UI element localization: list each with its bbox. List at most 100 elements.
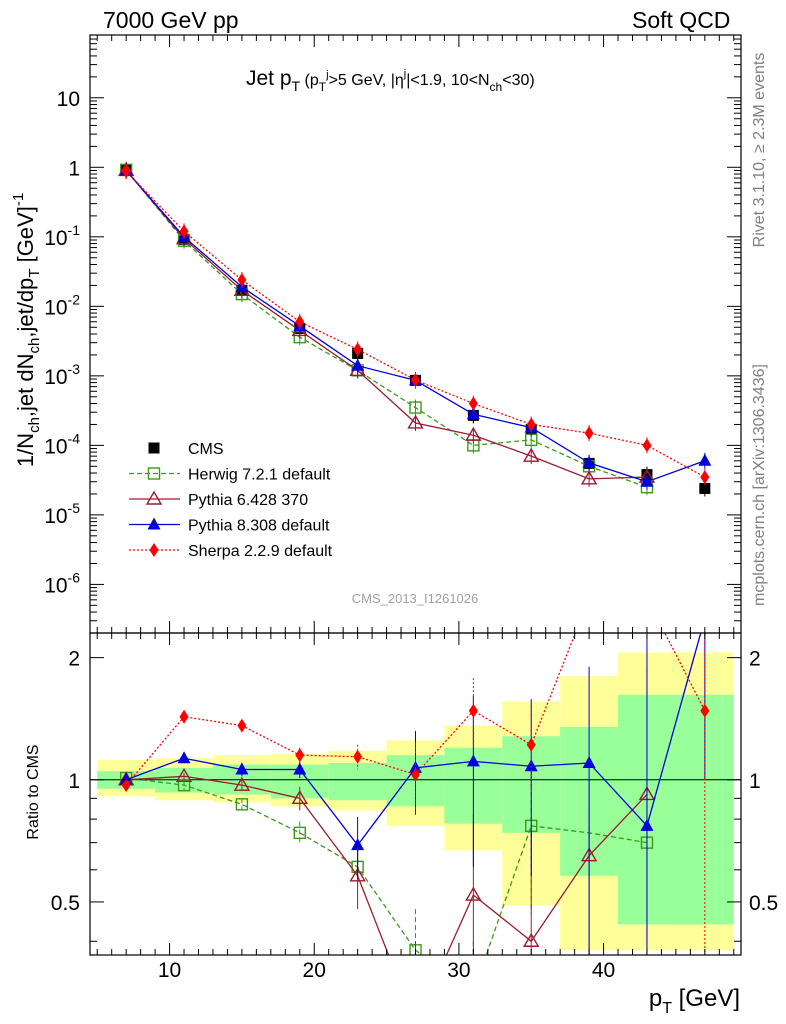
ratio-y-tick-label-right: 2 [749, 648, 761, 671]
xlabel-part: [GeV] [672, 985, 740, 1012]
point-pythia-6-428-370 [580, 470, 598, 485]
legend-label: CMS [188, 441, 224, 458]
y-tick-label: 10-6 [44, 569, 80, 597]
y-tick-label: 10-1 [44, 222, 80, 250]
title-main: Jet p [246, 67, 292, 90]
point-sherpa-2-2-9-default [411, 373, 420, 388]
ratio-point-pythia-8-308-default [409, 760, 422, 773]
ratio-point-pythia-6-428-370 [233, 776, 251, 791]
ratio-point-pythia-6-428-370 [349, 867, 366, 882]
x-tick-label: 40 [592, 959, 615, 982]
ratio-y-tick-label: 0.5 [51, 892, 80, 915]
point-sherpa-2-2-9-default [526, 417, 536, 432]
point-pythia-8-308-default [582, 455, 596, 468]
ratio-point-pythia-8-308-default [582, 755, 596, 768]
plot-text: CMS Herwig 7.2.1 default Pythia 6.428 370 P… [10, 53, 778, 1017]
plot-frames [89, 34, 742, 956]
point-cms [699, 482, 711, 494]
point-sherpa-2-2-9-default [700, 470, 710, 485]
ratio-point-sherpa-2-2-9-default [179, 709, 189, 724]
ratio-point-herwig-7-2-1-default [293, 826, 306, 840]
title-cuts-sub: T [319, 80, 327, 94]
legend-marker [147, 467, 161, 480]
title-cuts-sup: j [325, 69, 328, 81]
ylabel-part: 1/N [13, 433, 38, 467]
ratio-point-sherpa-2-2-9-default [353, 749, 363, 764]
ratio-point-pythia-8-308-default [293, 762, 307, 775]
uncertainty-band-green [618, 694, 734, 925]
y-tick-label: 10-4 [44, 430, 80, 458]
ratio-point-pythia-8-308-default [351, 838, 365, 851]
legend-marker [149, 543, 159, 557]
y-axis-label: 1/Nch,jet dNch,jet/dpT [GeV]-1 [10, 193, 43, 467]
ratio-panel [90, 633, 741, 955]
ratio-y-tick-label: 2 [68, 648, 80, 671]
y-tick-label: 10-2 [44, 291, 80, 319]
legend-marker [145, 490, 163, 505]
rivet-label: Rivet 3.1.10, ≥ 2.3M events [751, 53, 768, 248]
ratio-point-pythia-8-308-default [524, 759, 538, 772]
header-right: Soft QCD [632, 7, 731, 33]
ratio-point-pythia-8-308-default [235, 762, 249, 775]
ratio-point-pythia-6-428-370 [523, 932, 540, 947]
x-tick-label: 20 [303, 959, 326, 982]
series-line-pythia-8-308-default [125, 170, 706, 483]
x-tick-label: 10 [158, 959, 181, 982]
xlabel-sub: T [662, 1000, 672, 1017]
ylabel-sub: ch [26, 338, 43, 354]
point-sherpa-2-2-9-default [295, 314, 305, 329]
point-pythia-6-428-370 [407, 414, 424, 429]
x-tick-label: 30 [447, 959, 470, 982]
point-herwig-7-2-1-default [409, 401, 422, 414]
point-sherpa-2-2-9-default [237, 272, 247, 287]
title-sub: T [292, 78, 301, 94]
title-cuts: (p [300, 72, 319, 89]
series-line-pythia-6-428-370 [125, 170, 647, 480]
series-line-sherpa-2-2-9-default [125, 170, 706, 478]
ratio-point-sherpa-2-2-9-default [237, 718, 247, 733]
ratio-point-sherpa-2-2-9-default [468, 703, 478, 718]
legend-marker [147, 517, 161, 530]
series-line-herwig-7-2-1-default [125, 169, 648, 488]
legend-label: Herwig 7.2.1 default [188, 467, 331, 484]
ylabel-sub: ch [26, 417, 43, 433]
main-panel [117, 161, 712, 497]
ylabel-part: [GeV] [13, 206, 38, 268]
point-pythia-6-428-370 [523, 447, 540, 462]
title-cuts-sub: ch [490, 80, 503, 94]
title-cuts-rest: <30) [502, 72, 534, 89]
ratio-line-sherpa-2-2-9-default [125, 633, 706, 786]
point-pythia-8-308-default [351, 358, 365, 371]
ratio-y-tick-label: 1 [68, 770, 80, 793]
ylabel-part: ,jet dN [13, 353, 38, 417]
ratio-point-sherpa-2-2-9-default [121, 778, 131, 793]
legend-marker [148, 442, 160, 454]
ratio-point-pythia-6-428-370 [175, 767, 193, 782]
point-sherpa-2-2-9-default [468, 396, 478, 411]
point-pythia-8-308-default [640, 474, 654, 487]
header-left: 7000 GeV pp [103, 7, 239, 33]
y-tick-label: 10-5 [44, 500, 80, 528]
point-sherpa-2-2-9-default [642, 438, 652, 453]
xlabel-part: p [649, 985, 662, 1012]
ratio-point-pythia-6-428-370 [465, 886, 482, 901]
point-sherpa-2-2-9-default [179, 224, 189, 239]
x-axis-label: pT [GeV] [649, 985, 740, 1017]
point-pythia-6-428-370 [465, 426, 482, 441]
ylabel-part: ,jet/dp [13, 278, 38, 338]
ratio-point-sherpa-2-2-9-default [700, 703, 710, 718]
analysis-label: CMS_2013_I1261026 [352, 591, 479, 606]
title-cuts-rest: |<1.9, 10<N [406, 72, 489, 89]
ratio-point-sherpa-2-2-9-default [411, 767, 420, 782]
title-cuts-rest: >5 GeV, |η [329, 72, 404, 89]
title-cuts-sup: j [403, 68, 406, 80]
ratio-line-herwig-7-2-1-default [126, 777, 648, 955]
y-tick-label: 10-3 [44, 361, 80, 389]
legend-label: Pythia 6.428 370 [188, 492, 308, 509]
ratio-point-pythia-8-308-default [466, 754, 480, 767]
uncertainty-band-green [328, 762, 387, 801]
point-sherpa-2-2-9-default [121, 164, 131, 179]
point-sherpa-2-2-9-default [584, 426, 594, 441]
ratio-point-pythia-8-308-default [640, 818, 654, 831]
